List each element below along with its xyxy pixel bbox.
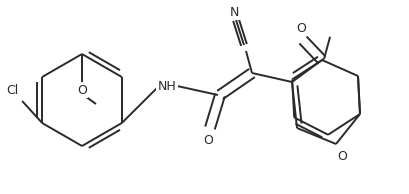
Text: O: O	[203, 133, 213, 146]
Text: O: O	[296, 22, 306, 35]
Text: N: N	[229, 5, 239, 18]
Text: NH: NH	[157, 80, 176, 93]
Text: O: O	[77, 83, 87, 96]
Text: O: O	[337, 150, 347, 163]
Text: Cl: Cl	[6, 85, 18, 98]
